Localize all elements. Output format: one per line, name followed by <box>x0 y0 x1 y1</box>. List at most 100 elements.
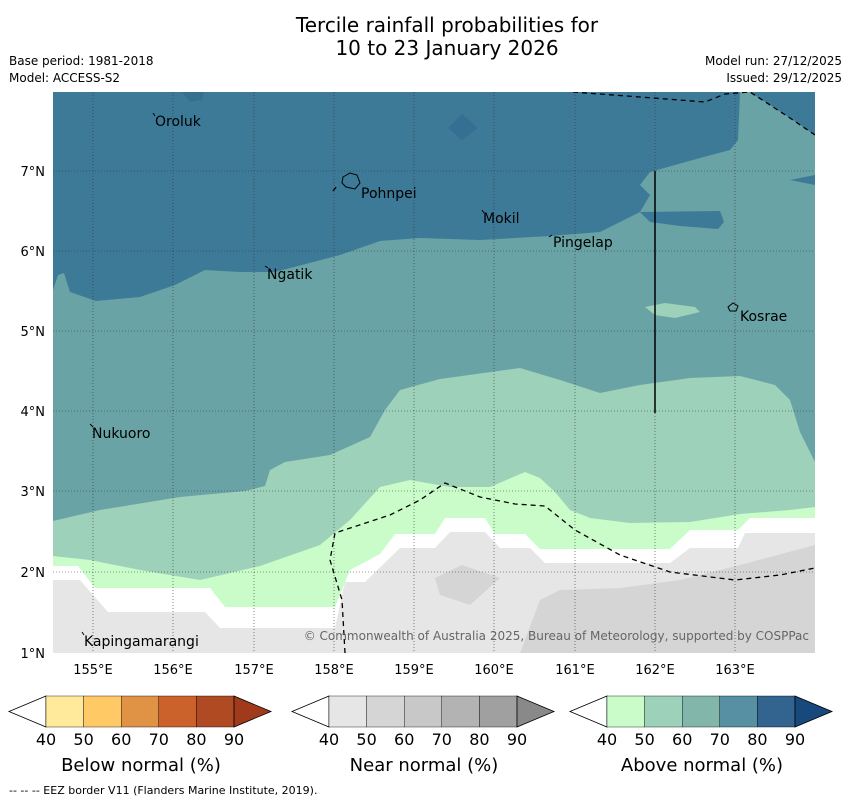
colorbar-above-segment <box>682 695 721 728</box>
colorbar-above-segment <box>757 695 796 728</box>
place-kapingamarangi: Kapingamarangi <box>84 634 199 650</box>
issued-date: Issued: 29/12/2025 <box>726 71 842 85</box>
colorbar-above-tick: 60 <box>672 730 692 749</box>
oroluk-marker <box>152 112 156 117</box>
colorbar-near-normal: 40 50 60 70 80 90 <box>290 695 556 749</box>
colorbar-near-tick: 70 <box>432 730 452 749</box>
meta-right: Model run: 27/12/2025 Issued: 29/12/2025 <box>705 53 842 87</box>
above-normal-80-patch <box>448 114 478 140</box>
colorbar-near-segment <box>404 695 443 728</box>
colorbar-label-above: Above normal (%) <box>620 755 784 776</box>
colorbar-near-under-triangle <box>290 695 330 728</box>
eez-line-south <box>329 482 815 653</box>
map-plot-area <box>53 92 815 653</box>
above-normal-50-patch <box>645 303 700 318</box>
lon-axis-labels: 155°E 156°E 157°E 158°E 159°E 160°E 161°… <box>73 663 755 678</box>
colorbar-near-segment <box>479 695 518 728</box>
colorbar-above-tick: 50 <box>634 730 654 749</box>
kapingamarangi-marker <box>81 631 85 636</box>
atoll-markers <box>81 112 553 636</box>
lat-label-6: 6°N <box>21 245 46 260</box>
colorbar-below-tick: 40 <box>36 730 56 749</box>
lat-label-4: 4°N <box>21 405 46 420</box>
lon-label-162: 162°E <box>635 663 675 678</box>
colorbar-near-tick: 90 <box>507 730 527 749</box>
lat-label-7: 7°N <box>21 165 46 180</box>
place-pohnpei: Pohnpei <box>361 186 417 202</box>
place-kosrae: Kosrae <box>740 309 787 325</box>
lat-label-5: 5°N <box>21 325 46 340</box>
colorbar-label-near: Near normal (%) <box>349 755 499 776</box>
colorbar-near-segment <box>441 695 480 728</box>
eez-line-pohnpei <box>332 185 338 192</box>
map-title-line2: 10 to 23 January 2026 <box>335 36 559 60</box>
colorbar-above-over-triangle <box>794 695 834 728</box>
eez-border <box>329 92 815 653</box>
colorbar-above-tick: 40 <box>597 730 617 749</box>
colorbar-below-over-triangle <box>233 695 273 728</box>
place-ngatik: Ngatik <box>267 267 313 283</box>
mokil-marker <box>481 209 485 214</box>
colorbar-near-tick: 40 <box>319 730 339 749</box>
eez-line-north <box>572 92 815 136</box>
colorbar-below-tick: 70 <box>149 730 169 749</box>
lon-label-161: 161°E <box>555 663 595 678</box>
ngatik-marker <box>264 265 269 269</box>
lon-label-163: 163°E <box>715 663 755 678</box>
lon-label-156: 156°E <box>153 663 193 678</box>
colorbar-above-tick: 70 <box>710 730 730 749</box>
colorbar-near-over-triangle <box>516 695 556 728</box>
colorbar-near-segment <box>366 695 405 728</box>
copyright-notice: © Commonwealth of Australia 2025, Bureau… <box>304 629 809 643</box>
kosrae-island-outline <box>727 302 739 312</box>
colorbar-below-under-triangle <box>7 695 47 728</box>
colorbar-below-segment <box>45 695 84 728</box>
near-normal-50-region <box>520 545 815 653</box>
colorbar-above-tick: 90 <box>785 730 805 749</box>
colorbar-near-segment <box>328 695 367 728</box>
lon-label-160: 160°E <box>474 663 514 678</box>
lon-label-158: 158°E <box>314 663 354 678</box>
pingelap-marker <box>548 234 553 238</box>
colorbar-label-below: Below normal (%) <box>61 755 221 776</box>
pohnpei-island-outline <box>341 172 361 190</box>
place-mokil: Mokil <box>483 211 520 227</box>
colorbar-above-normal: 40 50 60 70 80 90 <box>568 695 834 749</box>
lat-label-3: 3°N <box>21 485 46 500</box>
lat-label-1: 1°N <box>21 647 46 662</box>
base-period: Base period: 1981-2018 <box>9 54 154 68</box>
colorbar-above-segment <box>644 695 683 728</box>
map-title-line1: Tercile rainfall probabilities for <box>295 13 599 37</box>
colorbar-below-tick: 60 <box>111 730 131 749</box>
lon-label-155: 155°E <box>73 663 113 678</box>
near-normal-50-patch <box>435 565 500 605</box>
colorbar-near-tick: 60 <box>394 730 414 749</box>
place-oroluk: Oroluk <box>155 114 202 130</box>
colorbar-near-tick: 50 <box>356 730 376 749</box>
meta-left: Base period: 1981-2018 Model: ACCESS-S2 <box>9 53 154 87</box>
colorbar-below-segment <box>83 695 122 728</box>
colorbar-below-segment <box>120 695 159 728</box>
above-normal-80-patch2 <box>182 92 204 102</box>
colorbar-below-segment <box>158 695 197 728</box>
eez-legend-footer: -- -- -- EEZ border V11 (Flanders Marine… <box>9 784 318 797</box>
colorbar-above-segment <box>606 695 645 728</box>
model-name: Model: ACCESS-S2 <box>9 71 121 85</box>
place-labels: Oroluk Pohnpei Mokil Pingelap Ngatik Kos… <box>84 114 787 650</box>
model-run-date: Model run: 27/12/2025 <box>704 54 842 68</box>
colorbar-below-tick: 80 <box>186 730 206 749</box>
colorbar-above-under-triangle <box>568 695 608 728</box>
lat-axis-labels: 7°N 6°N 5°N 4°N 3°N 2°N 1°N <box>21 165 46 662</box>
colorbar-below-tick: 90 <box>224 730 244 749</box>
colorbar-below-segment <box>196 695 235 728</box>
place-pingelap: Pingelap <box>553 235 613 251</box>
nukuoro-marker <box>89 423 94 428</box>
lon-label-157: 157°E <box>234 663 274 678</box>
lon-label-159: 159°E <box>394 663 434 678</box>
above-normal-70-patch <box>640 211 724 229</box>
colorbar-above-tick: 80 <box>747 730 767 749</box>
colorbar-below-tick: 50 <box>73 730 93 749</box>
lat-label-2: 2°N <box>21 566 46 581</box>
colorbar-near-tick: 80 <box>469 730 489 749</box>
